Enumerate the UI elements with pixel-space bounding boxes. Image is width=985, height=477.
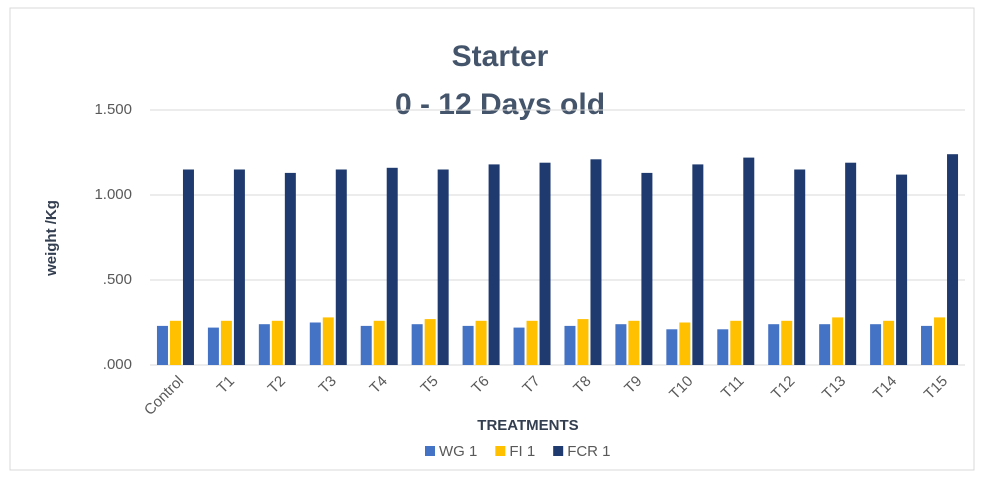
bar bbox=[488, 164, 500, 365]
bar bbox=[679, 322, 691, 365]
x-axis-title: TREATMENTS bbox=[477, 417, 578, 434]
bar bbox=[475, 320, 487, 365]
bar bbox=[819, 324, 831, 365]
y-tick-label: 1.000 bbox=[94, 186, 132, 203]
chart-subtitle: 0 - 12 Days old bbox=[395, 88, 605, 121]
y-tick-label: .500 bbox=[103, 271, 132, 288]
bar bbox=[271, 320, 283, 365]
bar bbox=[921, 325, 933, 365]
bar bbox=[373, 320, 385, 365]
bar bbox=[641, 172, 653, 365]
bar bbox=[233, 169, 245, 365]
bar bbox=[360, 325, 372, 365]
bar bbox=[386, 167, 398, 365]
bar bbox=[666, 329, 678, 365]
bar bbox=[615, 324, 627, 365]
bar bbox=[692, 164, 704, 365]
bar bbox=[577, 319, 589, 365]
legend-label: FI 1 bbox=[509, 443, 535, 460]
bar bbox=[590, 159, 602, 365]
bar bbox=[781, 320, 793, 365]
bar bbox=[309, 322, 321, 365]
bar bbox=[564, 325, 576, 365]
bar bbox=[437, 169, 449, 365]
legend-swatch bbox=[425, 446, 435, 456]
bar bbox=[335, 169, 347, 365]
legend-swatch bbox=[553, 446, 564, 456]
legend-label: FCR 1 bbox=[567, 443, 610, 460]
bar bbox=[322, 317, 334, 365]
bar bbox=[730, 320, 742, 365]
bar bbox=[462, 325, 474, 365]
bar bbox=[896, 174, 908, 365]
y-tick-label: .000 bbox=[103, 356, 132, 373]
bar bbox=[794, 169, 806, 365]
bar bbox=[526, 320, 538, 365]
y-axis-title: weight /Kg bbox=[43, 200, 60, 277]
bar bbox=[411, 324, 423, 365]
bar bbox=[220, 320, 232, 365]
bar bbox=[539, 162, 551, 365]
bar bbox=[628, 320, 640, 365]
bar bbox=[156, 325, 168, 365]
bar bbox=[934, 317, 946, 365]
bar bbox=[258, 324, 270, 365]
bar bbox=[717, 329, 729, 365]
bar bbox=[845, 162, 857, 365]
bar bbox=[284, 172, 296, 365]
y-tick-label: 1.500 bbox=[94, 101, 132, 118]
bar bbox=[169, 320, 181, 365]
bar bbox=[182, 169, 194, 365]
bar bbox=[207, 327, 219, 365]
legend-label: WG 1 bbox=[439, 443, 477, 460]
bar bbox=[883, 320, 895, 365]
bar bbox=[870, 324, 882, 365]
bar bbox=[743, 157, 755, 365]
bar bbox=[768, 324, 780, 365]
chart-title: Starter bbox=[452, 40, 549, 73]
bar bbox=[424, 319, 436, 365]
legend-swatch bbox=[495, 446, 506, 456]
bar bbox=[513, 327, 525, 365]
bar bbox=[832, 317, 844, 365]
bar bbox=[947, 154, 959, 365]
